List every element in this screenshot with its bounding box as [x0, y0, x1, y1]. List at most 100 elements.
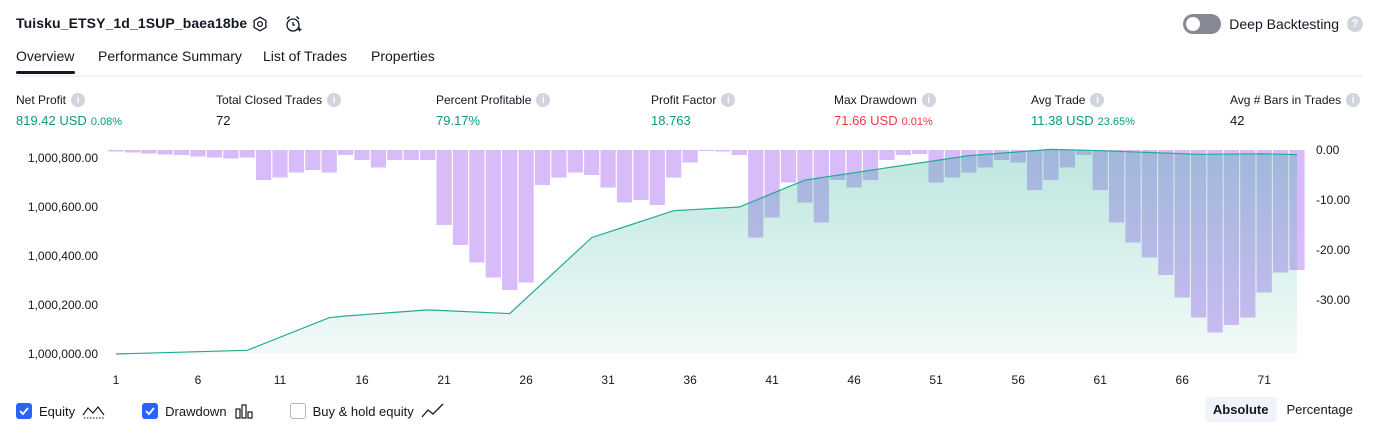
tab-bar: Overview Performance Summary List of Tra…	[16, 44, 1363, 77]
strategy-header: Tuisku_ETSY_1d_1SUP_baea18be Deep Backte…	[16, 8, 1363, 40]
drawdown-bar	[698, 150, 715, 151]
deep-backtesting-label: Deep Backtesting	[1229, 16, 1339, 32]
metric-avg-trade: Avg Trade i 11.38 USD 23.65%	[1031, 93, 1135, 128]
y-left-tick-label: 1,000,400.00	[28, 249, 98, 263]
percentage-option[interactable]: Percentage	[1286, 402, 1354, 417]
tab-performance-summary[interactable]: Performance Summary	[98, 48, 242, 64]
metric-value: 11.38 USD	[1031, 113, 1094, 128]
add-alert-clock-icon[interactable]	[282, 12, 306, 36]
drawdown-bar	[272, 150, 288, 178]
legend-equity[interactable]: Equity	[16, 403, 106, 419]
x-tick-label: 1	[113, 373, 120, 387]
metric-percent: 23.65%	[1097, 116, 1135, 128]
x-tick-label: 61	[1094, 373, 1108, 387]
drawdown-bar	[912, 150, 928, 154]
absolute-option[interactable]: Absolute	[1204, 397, 1277, 422]
metric-label: Percent Profitable	[436, 93, 532, 107]
metric-value: 72	[216, 113, 231, 128]
toggle-knob	[1186, 17, 1201, 31]
metric-max-drawdown: Max Drawdown i 71.66 USD 0.01%	[834, 93, 936, 128]
metric-net-profit: Net Profit i 819.42 USD 0.08%	[16, 93, 122, 128]
x-tick-label: 11	[274, 373, 287, 387]
equity-drawdown-chart: 1,000,000.00 1,000,200.00 1,000,400.00 1,00…	[28, 143, 1350, 387]
x-tick-label: 51	[929, 373, 943, 387]
drawdown-bar	[436, 150, 452, 225]
info-icon[interactable]: i	[536, 93, 551, 107]
info-icon[interactable]: i	[921, 93, 936, 107]
metric-value: 71.66 USD	[834, 113, 898, 128]
drawdown-bar	[551, 150, 567, 178]
drawdown-bar	[354, 150, 370, 160]
help-question-icon[interactable]: ?	[1347, 16, 1363, 32]
info-icon[interactable]: i	[71, 93, 86, 107]
drawdown-bar	[420, 150, 436, 160]
drawdown-bar	[321, 150, 337, 173]
legend-label: Drawdown	[165, 403, 227, 419]
equity-checkbox[interactable]	[16, 403, 32, 419]
area-line-icon	[82, 406, 105, 419]
drawdown-bar	[387, 150, 403, 160]
bars-icon	[234, 404, 253, 419]
active-tab-indicator	[16, 71, 75, 74]
metric-label: Total Closed Trades	[216, 93, 323, 107]
x-tick-label: 41	[765, 373, 779, 387]
drawdown-bar	[338, 150, 354, 155]
drawdown-bar	[616, 150, 633, 203]
metric-value: 819.42 USD	[16, 113, 87, 128]
drawdown-checkbox[interactable]	[142, 403, 159, 419]
drawdown-bar	[567, 150, 583, 173]
metric-total-closed-trades: Total Closed Trades i 72	[216, 93, 342, 128]
y-right-tick-label: -20.00	[1316, 243, 1350, 257]
drawdown-bar	[239, 150, 255, 158]
metric-value: 42	[1230, 113, 1245, 128]
chart-legend: Equity Drawdown Buy & hold equity	[16, 401, 481, 421]
tab-list-of-trades[interactable]: List of Trades	[263, 48, 348, 64]
legend-buy-hold[interactable]: Buy & hold equity	[289, 403, 445, 419]
equity-line	[115, 148, 1298, 355]
info-icon[interactable]: i	[721, 93, 736, 107]
info-icon[interactable]: i	[1346, 93, 1361, 107]
x-tick-label: 6	[195, 373, 202, 387]
drawdown-bar	[534, 150, 551, 185]
drawdown-bar	[830, 150, 846, 180]
drawdown-bar	[633, 150, 649, 200]
drawdown-bar	[895, 150, 911, 155]
drawdown-bar	[469, 150, 485, 263]
x-tick-label: 26	[519, 373, 533, 387]
view-mode-toggle: Absolute Percentage	[1204, 397, 1361, 422]
equity-area	[116, 149, 1297, 354]
drawdown-bar	[124, 150, 140, 153]
deep-backtesting-toggle[interactable]	[1183, 14, 1222, 34]
drawdown-bar	[288, 150, 304, 173]
buy-hold-checkbox[interactable]	[289, 403, 306, 419]
drawdown-bar	[223, 150, 239, 159]
drawdown-bar	[731, 150, 747, 155]
metric-avg-bars-in-trades: Avg # Bars in Trades i 42	[1230, 93, 1361, 128]
legend-drawdown[interactable]: Drawdown	[142, 403, 253, 419]
x-tick-label: 36	[683, 373, 697, 387]
drawdown-bar	[879, 150, 895, 160]
y-left-tick-label: 1,000,800.00	[28, 151, 98, 165]
metric-label: Net Profit	[16, 93, 67, 107]
drawdown-bar	[666, 150, 682, 178]
x-tick-label: 31	[601, 373, 615, 387]
metric-label: Avg # Bars in Trades	[1230, 93, 1342, 107]
settings-gear-icon[interactable]	[248, 12, 272, 36]
tab-properties[interactable]: Properties	[371, 48, 435, 64]
tab-overview[interactable]: Overview	[16, 48, 75, 64]
y-left-tick-label: 1,000,600.00	[28, 200, 98, 214]
drawdown-bar	[206, 150, 222, 158]
drawdown-bar	[682, 150, 698, 163]
line-chart-icon	[421, 403, 444, 418]
x-tick-label: 56	[1012, 373, 1026, 387]
metric-percent: 0.08%	[90, 116, 123, 128]
info-icon[interactable]: i	[1090, 93, 1105, 107]
drawdown-bar	[370, 150, 386, 168]
drawdown-bar	[485, 150, 501, 278]
x-tick-label: 46	[847, 373, 861, 387]
metric-percent-profitable: Percent Profitable i 79.17%	[436, 93, 551, 128]
x-tick-label: 71	[1258, 373, 1272, 387]
metric-percent: 0.01%	[901, 116, 933, 128]
info-icon[interactable]: i	[327, 93, 342, 107]
drawdown-bar	[305, 150, 321, 170]
